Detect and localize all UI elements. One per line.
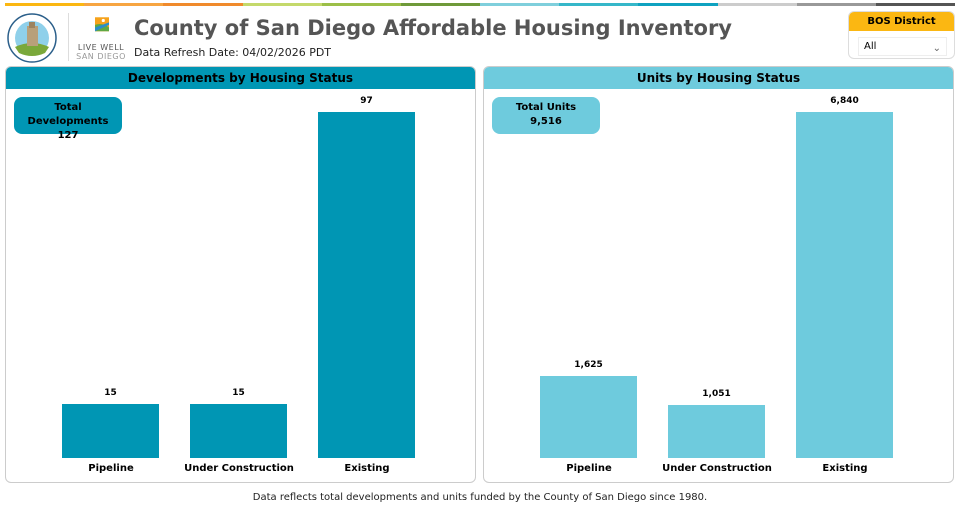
bar-under-construction[interactable] <box>668 404 765 458</box>
bos-district-dropdown[interactable]: All ⌄ <box>858 37 947 56</box>
developments-chart: Developments by Housing Status Total Dev… <box>5 66 476 483</box>
strip-segment <box>5 3 85 6</box>
bar-pipeline[interactable] <box>62 404 159 458</box>
strip-segment <box>84 3 164 6</box>
strip-segment <box>796 3 876 6</box>
slicer-title: BOS District <box>849 12 954 31</box>
data-label: 1,625 <box>574 359 603 370</box>
live-well-logo <box>95 17 109 32</box>
data-label: 15 <box>104 388 117 399</box>
strip-segment <box>717 3 797 6</box>
card-label: Total Units <box>515 102 577 113</box>
bar-pipeline[interactable] <box>540 375 637 458</box>
live-well-line2: SAN DIEGO <box>76 52 126 61</box>
bos-district-slicer: BOS District All ⌄ <box>848 11 955 59</box>
category-label: Pipeline <box>566 463 612 474</box>
strip-segment <box>163 3 243 6</box>
strip-segment <box>480 3 560 6</box>
data-refresh-date: Data Refresh Date: 04/02/2026 PDT <box>134 46 332 59</box>
category-label: Pipeline <box>88 463 134 474</box>
bar-under-construction[interactable] <box>190 404 287 458</box>
category-label: Under Construction <box>184 463 294 474</box>
page-title: County of San Diego Affordable Housing I… <box>134 16 732 40</box>
card-label: Total Developments <box>27 102 109 127</box>
category-label: Under Construction <box>662 463 772 474</box>
total-units-card: Total Units 9,516 <box>492 97 600 134</box>
data-label: 15 <box>232 388 245 399</box>
strip-segment <box>321 3 401 6</box>
chart-title: Units by Housing Status <box>484 67 953 89</box>
units-chart: Units by Housing Status Total Units 9,516… <box>483 66 954 483</box>
strip-segment <box>875 3 956 6</box>
data-label: 1,051 <box>702 388 731 399</box>
bar-existing[interactable] <box>796 112 893 458</box>
header-divider <box>68 13 69 61</box>
strip-segment <box>242 3 322 6</box>
color-strip <box>5 3 956 6</box>
strip-segment <box>559 3 639 6</box>
total-developments-card: Total Developments 127 <box>14 97 122 141</box>
county-seal-logo <box>7 13 57 63</box>
chevron-down-icon: ⌄ <box>932 43 941 54</box>
category-label: Existing <box>344 463 390 474</box>
card-value: 127 <box>57 130 79 141</box>
strip-segment <box>400 3 481 6</box>
strip-segment <box>638 3 718 6</box>
bar-existing[interactable] <box>318 112 415 458</box>
chart-title: Developments by Housing Status <box>6 67 475 89</box>
footer-note: Data reflects total developments and uni… <box>252 492 708 503</box>
card-value: 9,516 <box>530 116 562 127</box>
live-well-line1: LIVE WELL <box>77 43 125 52</box>
dropdown-value: All <box>864 41 877 52</box>
data-label: 97 <box>360 96 373 106</box>
live-well-text: LIVE WELL SAN DIEGO <box>75 43 127 61</box>
data-label: 6,840 <box>830 96 859 106</box>
category-label: Existing <box>822 463 868 474</box>
